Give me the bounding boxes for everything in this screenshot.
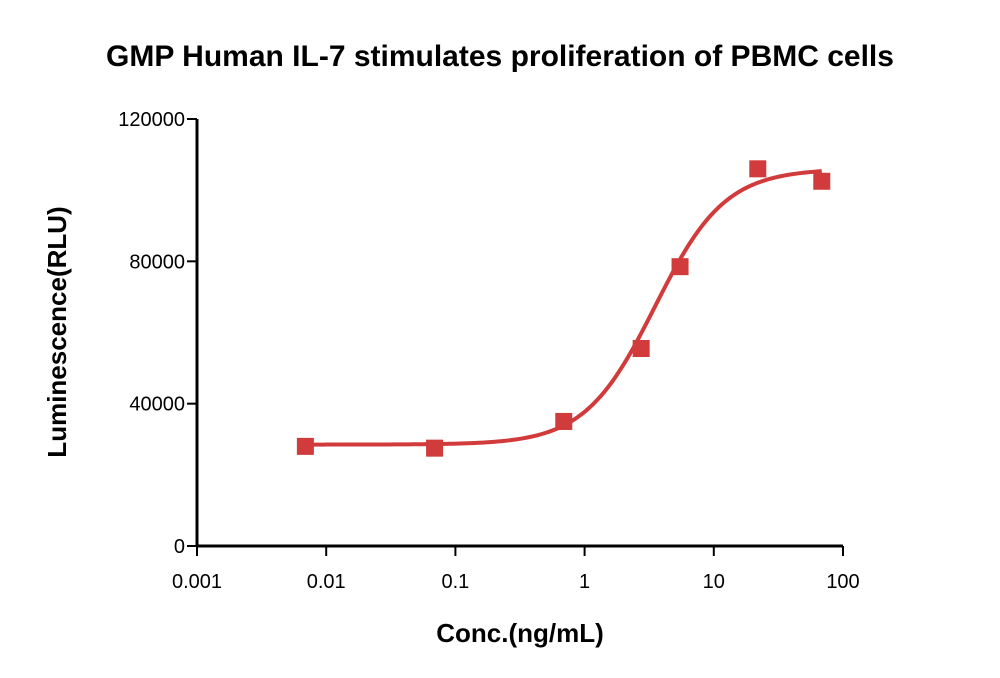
x-axis-ticks: 0.001 0.01 0.1 1 10 100 — [172, 546, 860, 593]
data-point — [632, 340, 650, 358]
data-points-layer — [296, 160, 831, 457]
data-point — [813, 172, 831, 190]
y-axis-ticks: 0 40000 80000 120000 — [118, 109, 197, 558]
x-axis-label: Conc.(ng/mL) — [436, 618, 604, 648]
y-tick-label: 120000 — [118, 109, 185, 131]
x-tick-label: 100 — [826, 571, 859, 593]
fit-curve-layer — [305, 169, 822, 447]
data-point — [426, 439, 444, 457]
data-point — [555, 412, 573, 430]
x-tick-label: 0.01 — [307, 571, 346, 593]
x-tick-label: 0.1 — [441, 571, 469, 593]
x-tick-label: 10 — [703, 571, 725, 593]
data-point — [296, 437, 314, 455]
y-tick-label: 0 — [174, 536, 185, 558]
y-axis-label: Luminescence(RLU) — [42, 206, 72, 457]
plot-area — [296, 160, 831, 457]
y-tick-label: 40000 — [129, 394, 185, 416]
x-tick-label: 1 — [579, 571, 590, 593]
x-tick-label: 0.001 — [172, 571, 222, 593]
data-point — [749, 160, 767, 178]
chart-title: GMP Human IL-7 stimulates proliferation … — [106, 40, 894, 73]
y-tick-label: 80000 — [129, 251, 185, 273]
data-point — [671, 258, 689, 276]
fit-curve — [305, 169, 822, 447]
